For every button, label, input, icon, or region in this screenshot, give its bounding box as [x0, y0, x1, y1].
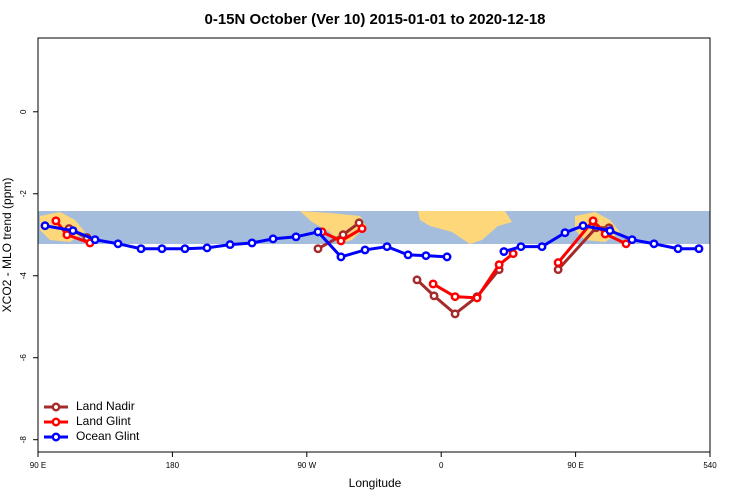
data-point: [578, 221, 588, 231]
data-point: [51, 216, 61, 226]
data-point: [553, 265, 563, 275]
data-point: [421, 251, 431, 261]
x-tick-label: 90 E: [567, 461, 583, 470]
data-point: [694, 244, 704, 254]
data-point: [360, 245, 370, 255]
data-point: [90, 235, 100, 245]
legend-marker: [51, 417, 61, 427]
y-tick-label: -6: [19, 354, 28, 362]
x-tick-label: 90 E: [30, 461, 46, 470]
legend-marker: [51, 402, 61, 412]
data-point: [268, 234, 278, 244]
data-point: [382, 242, 392, 252]
data-point: [605, 226, 615, 236]
data-point: [40, 221, 50, 231]
data-point: [428, 279, 438, 289]
data-point: [553, 258, 563, 268]
data-point: [450, 309, 460, 319]
data-point: [291, 232, 301, 242]
y-tick-label: -2: [19, 190, 28, 198]
x-axis-label: Longitude: [349, 476, 402, 490]
data-point: [247, 238, 257, 248]
x-tick-label: 540: [703, 461, 717, 470]
data-point: [560, 228, 570, 238]
data-point: [157, 244, 167, 254]
data-point: [357, 224, 367, 234]
data-point: [621, 239, 631, 249]
data-point: [68, 226, 78, 236]
data-point: [508, 249, 518, 259]
y-tick-label: 0: [19, 109, 28, 114]
data-point: [336, 236, 346, 246]
y-axis-label: XCO2 - MLO trend (ppm): [0, 178, 14, 313]
data-point: [136, 244, 146, 254]
legend-marker: [51, 432, 61, 442]
data-point: [537, 242, 547, 252]
data-point: [313, 244, 323, 254]
legend-label: Land Glint: [76, 414, 131, 428]
data-point: [62, 230, 72, 240]
chart-title: 0-15N October (Ver 10) 2015-01-01 to 202…: [204, 11, 545, 28]
x-tick-label: 90 W: [297, 461, 316, 470]
legend-label: Land Nadir: [76, 399, 135, 413]
data-point: [472, 293, 482, 303]
data-point: [180, 244, 190, 254]
data-point: [627, 235, 637, 245]
data-point: [442, 252, 452, 262]
data-point: [649, 239, 659, 249]
plot-frame: [37, 37, 711, 453]
legend-label: Ocean Glint: [76, 429, 140, 443]
data-point: [113, 239, 123, 249]
data-point: [516, 242, 526, 252]
data-point: [494, 260, 504, 270]
y-tick-label: -4: [19, 272, 28, 280]
data-point: [429, 291, 439, 301]
x-tick-label: 180: [166, 461, 180, 470]
x-tick-label: 0: [439, 461, 444, 470]
data-point: [313, 227, 323, 237]
data-point: [673, 244, 683, 254]
data-point: [225, 240, 235, 250]
data-point: [588, 216, 598, 226]
data-point: [336, 252, 346, 262]
data-point: [450, 292, 460, 302]
data-point: [412, 275, 422, 285]
data-point: [499, 247, 509, 257]
y-tick-label: -8: [19, 436, 28, 444]
data-point: [202, 243, 212, 253]
data-point: [403, 250, 413, 260]
